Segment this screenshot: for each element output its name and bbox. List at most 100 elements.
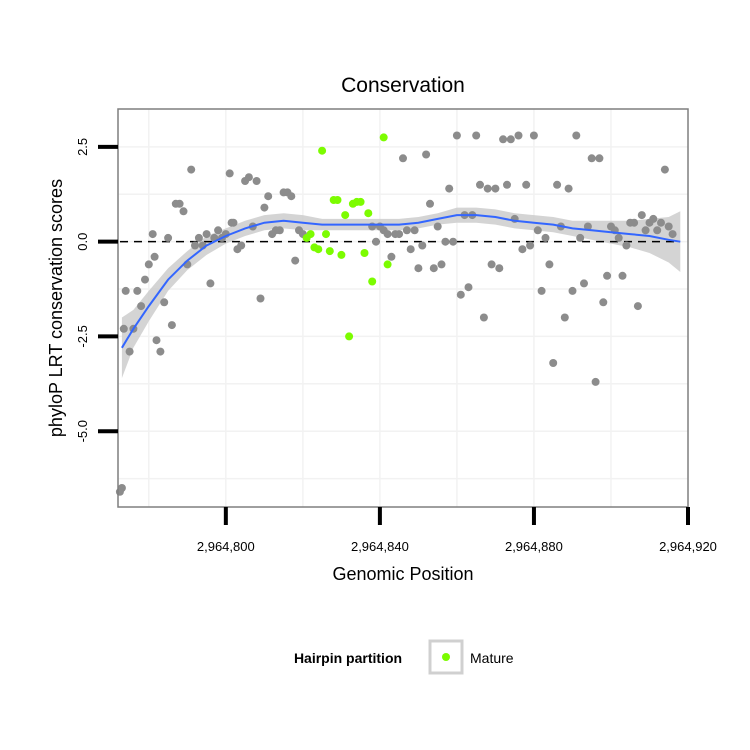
other-point <box>160 298 169 307</box>
other-point <box>449 237 458 246</box>
other-point <box>464 283 473 292</box>
other-point <box>194 233 203 242</box>
other-point <box>229 218 238 227</box>
x-axis-label: Genomic Position <box>332 564 473 584</box>
other-point <box>237 241 246 250</box>
other-point <box>476 180 484 189</box>
other-point <box>179 207 188 216</box>
other-point <box>148 230 157 239</box>
other-point <box>560 313 569 322</box>
other-point <box>664 222 673 231</box>
other-point <box>618 271 627 280</box>
mature-point <box>379 133 388 142</box>
other-point <box>614 233 623 242</box>
other-point <box>491 184 500 193</box>
other-point <box>637 211 646 220</box>
mature-point <box>345 332 354 341</box>
other-point <box>572 131 581 140</box>
other-point <box>414 264 423 273</box>
mature-point <box>383 260 392 269</box>
x-tick-label: 2,964,920 <box>659 539 717 554</box>
other-point <box>545 260 554 269</box>
other-point <box>630 218 639 227</box>
mature-point <box>325 247 334 256</box>
other-point <box>503 180 511 189</box>
other-point <box>383 230 392 239</box>
x-tick-label: 2,964,880 <box>505 539 563 554</box>
mature-point <box>368 277 377 286</box>
other-point <box>426 199 434 208</box>
legend: Hairpin partition Mature <box>294 639 514 675</box>
other-point <box>264 192 273 201</box>
other-point <box>387 252 396 261</box>
y-axis: 2.5 0.0 -2.5 -5.0 <box>75 138 118 442</box>
other-point <box>137 302 146 311</box>
y-tick-label: 2.5 <box>75 138 90 156</box>
other-point <box>445 184 454 193</box>
other-point <box>121 286 130 295</box>
other-point <box>422 150 431 159</box>
other-point <box>275 226 284 235</box>
other-point <box>141 275 149 284</box>
other-point <box>506 135 515 144</box>
mature-point <box>333 196 342 204</box>
other-point <box>487 260 496 269</box>
other-point <box>191 241 199 250</box>
smooth-curve <box>121 214 681 349</box>
mature-point <box>341 211 350 220</box>
x-tick-label: 2,964,840 <box>351 539 409 554</box>
x-axis: 2,964,800 2,964,840 2,964,880 2,964,920 <box>197 507 717 554</box>
x-tick-label: 2,964,800 <box>197 539 255 554</box>
other-point <box>595 154 604 163</box>
other-point <box>167 321 176 330</box>
other-point <box>175 199 184 208</box>
other-point <box>649 214 658 223</box>
other-point <box>410 226 419 235</box>
mature-point <box>360 249 369 257</box>
other-point <box>441 237 450 246</box>
mature-point <box>306 230 315 239</box>
other-point <box>549 359 558 367</box>
other-point <box>117 484 126 492</box>
other-point <box>429 264 438 273</box>
legend-label: Mature <box>470 650 514 666</box>
other-point <box>583 222 592 231</box>
other-point <box>587 154 596 163</box>
other-point <box>514 131 523 140</box>
mature-point <box>356 197 365 206</box>
other-point <box>260 203 269 212</box>
other-point <box>133 286 142 295</box>
other-point <box>206 279 215 288</box>
other-point <box>214 226 223 235</box>
other-point <box>541 233 550 242</box>
plot-panel-border <box>117 108 689 508</box>
other-point <box>533 226 542 235</box>
other-point <box>256 294 265 303</box>
other-point <box>164 233 173 242</box>
other-point <box>668 230 677 239</box>
legend-entries: Mature <box>428 639 514 675</box>
other-point <box>119 324 128 333</box>
other-point <box>479 313 488 322</box>
other-point <box>125 347 134 356</box>
other-point <box>287 192 296 201</box>
mature-point <box>318 146 327 155</box>
other-point <box>152 336 161 345</box>
other-point <box>622 241 631 250</box>
other-point <box>641 226 650 235</box>
other-point <box>657 218 665 227</box>
confidence-ribbon <box>121 207 681 379</box>
other-point <box>564 184 573 193</box>
other-point <box>252 177 261 185</box>
other-point <box>437 260 446 269</box>
other-point <box>433 222 442 231</box>
other-point <box>518 245 527 254</box>
plot-panel-background <box>118 109 688 507</box>
other-point <box>156 347 165 356</box>
other-point <box>395 230 404 239</box>
y-axis-label: phyloP LRT conservation scores <box>46 179 66 437</box>
other-point <box>591 377 600 386</box>
confidence-band <box>121 207 681 379</box>
other-point <box>456 290 465 299</box>
